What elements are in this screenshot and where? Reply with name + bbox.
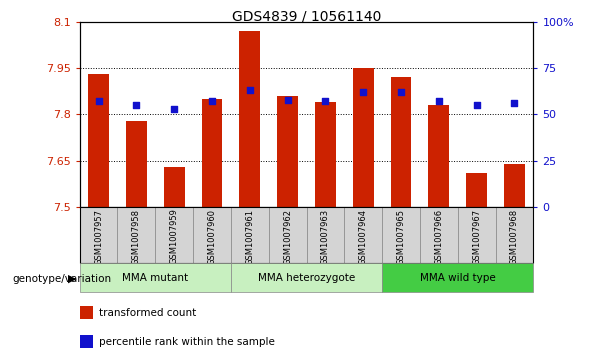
Bar [466,173,487,207]
Bar [495,207,533,263]
Point [472,102,482,108]
Text: GDS4839 / 10561140: GDS4839 / 10561140 [232,9,381,23]
Text: ▶: ▶ [68,274,77,284]
Point [283,97,292,102]
Bar [231,263,382,292]
Text: GSM1007962: GSM1007962 [283,209,292,265]
Text: MMA heterozygote: MMA heterozygote [258,273,355,283]
Bar [353,68,373,207]
Bar [155,207,193,263]
Text: GSM1007960: GSM1007960 [207,209,216,265]
Bar [277,96,298,207]
Bar [382,263,533,292]
Bar [231,207,268,263]
Text: GSM1007966: GSM1007966 [434,209,443,265]
Text: GSM1007957: GSM1007957 [94,209,103,265]
Point [207,98,217,104]
Bar [88,74,109,207]
Bar [80,207,118,263]
Text: GSM1007961: GSM1007961 [245,209,254,265]
Bar [306,207,345,263]
Point [434,98,444,104]
Bar [345,207,382,263]
Bar [164,167,185,207]
Bar [80,263,231,292]
Text: GSM1007964: GSM1007964 [359,209,368,265]
Text: GSM1007958: GSM1007958 [132,209,141,265]
Bar [202,99,223,207]
Text: genotype/variation: genotype/variation [12,274,112,284]
Text: GSM1007959: GSM1007959 [170,209,179,265]
Point [396,89,406,95]
Bar [126,121,147,207]
Point [169,106,179,112]
Bar [504,164,525,207]
Bar [458,207,495,263]
Bar [390,77,411,207]
Point [358,89,368,95]
Text: transformed count: transformed count [99,308,197,318]
Text: GSM1007963: GSM1007963 [321,209,330,265]
Bar [382,207,420,263]
Bar [268,207,306,263]
Text: MMA wild type: MMA wild type [420,273,495,283]
Point [131,102,141,108]
Point [245,87,255,93]
Bar [420,207,458,263]
Text: GSM1007968: GSM1007968 [510,209,519,265]
Bar [315,102,336,207]
Text: percentile rank within the sample: percentile rank within the sample [99,337,275,347]
Bar [118,207,155,263]
Bar [193,207,231,263]
Bar [240,31,260,207]
Point [94,98,104,104]
Bar [428,105,449,207]
Text: GSM1007965: GSM1007965 [397,209,406,265]
Point [509,100,519,106]
Text: GSM1007967: GSM1007967 [472,209,481,265]
Point [321,98,330,104]
Text: MMA mutant: MMA mutant [122,273,188,283]
